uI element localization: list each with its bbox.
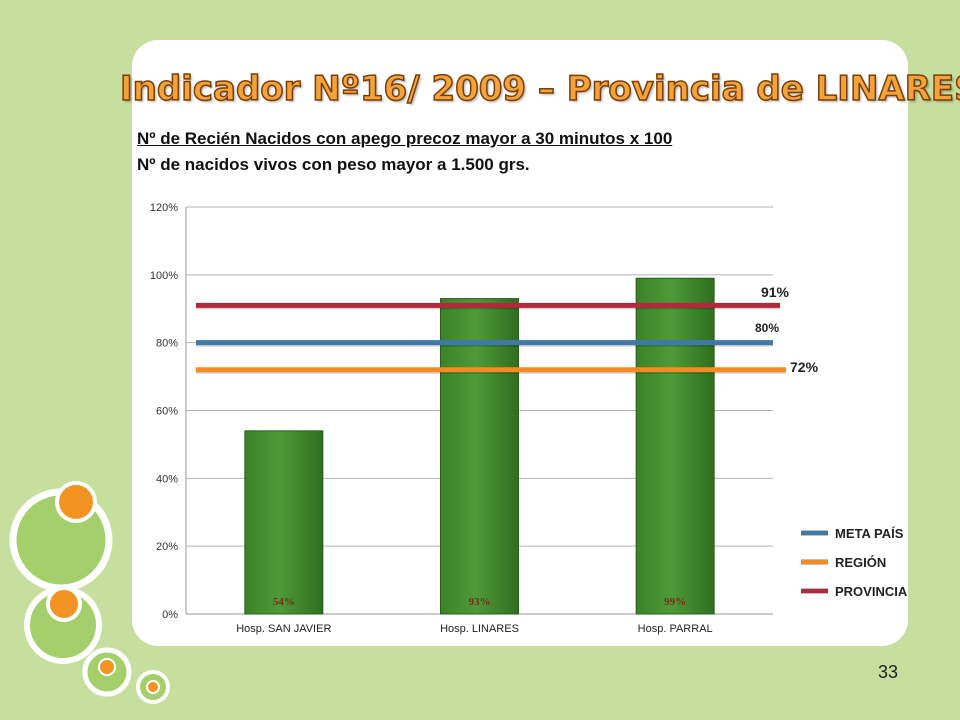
legend-label: META PAÍS [835,526,904,541]
bar-data-label: 99% [664,596,686,608]
y-tick-label: 20% [156,541,178,553]
bar-data-label: 54% [273,596,295,608]
y-tick-label: 60% [156,406,178,418]
formula-denominator: Nº de nacidos vivos con peso mayor a 1.5… [137,155,530,174]
bar [244,430,324,615]
deco-dot-small [98,658,116,676]
x-tick-label: Hosp. LINARES [440,623,519,635]
legend-label: PROVINCIA [835,584,908,599]
bar [635,277,715,615]
reference-line-label: 80% [755,321,779,335]
page-number: 33 [878,662,899,682]
formula-numerator: Nº de Recién Nacidos con apego precoz ma… [137,129,673,148]
y-tick-label: 120% [150,202,178,214]
deco-dot-large [55,481,97,523]
y-tick-label: 0% [162,609,178,621]
bar-data-label: 93% [469,596,491,608]
reference-line-label: 91% [761,284,790,300]
bar [440,298,519,615]
y-tick-label: 100% [150,270,178,282]
slide-title: Indicador Nº16/ 2009 – Provincia de LINA… [119,68,960,110]
x-tick-label: Hosp. PARRAL [638,623,713,635]
y-tick-label: 40% [156,473,178,485]
x-tick-label: Hosp. SAN JAVIER [236,623,331,635]
deco-dot-tiny [146,680,160,694]
reference-line-label: 72% [790,359,819,375]
y-tick-label: 80% [156,338,178,350]
legend-label: REGIÓN [835,555,886,570]
deco-dot-medium [46,586,82,622]
decorative-circles [9,481,170,704]
